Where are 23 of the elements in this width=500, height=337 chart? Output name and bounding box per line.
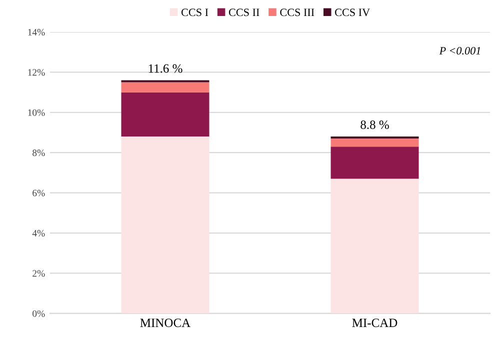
legend-label: CCS I xyxy=(181,8,208,16)
bar xyxy=(121,82,210,92)
bar xyxy=(330,146,419,179)
y-tick-label: 6% xyxy=(32,190,45,196)
y-tick-label: 2% xyxy=(32,270,45,277)
legend-label: CCS III xyxy=(280,8,314,16)
y-tick-label: 10% xyxy=(28,109,45,116)
annotation: P <0.001 xyxy=(439,46,480,55)
x-tick-label: MI-CAD xyxy=(352,318,398,328)
x-tick-label: MINOCA xyxy=(140,318,190,328)
bar xyxy=(330,178,419,314)
y-tick-label: 14% xyxy=(28,28,45,36)
bar xyxy=(121,92,210,137)
y-tick-label: 12% xyxy=(28,69,45,76)
total-label: 8.8 % xyxy=(360,120,389,130)
y-tick-label: 8% xyxy=(32,150,45,156)
legend-label: CCS IV xyxy=(335,8,370,16)
total-label: 11.6 % xyxy=(148,64,182,73)
bar xyxy=(121,136,210,314)
bar xyxy=(330,138,419,147)
y-tick-label: 4% xyxy=(32,230,45,237)
y-tick-label: 0% xyxy=(32,310,45,317)
legend-label: CCS II xyxy=(228,8,260,16)
